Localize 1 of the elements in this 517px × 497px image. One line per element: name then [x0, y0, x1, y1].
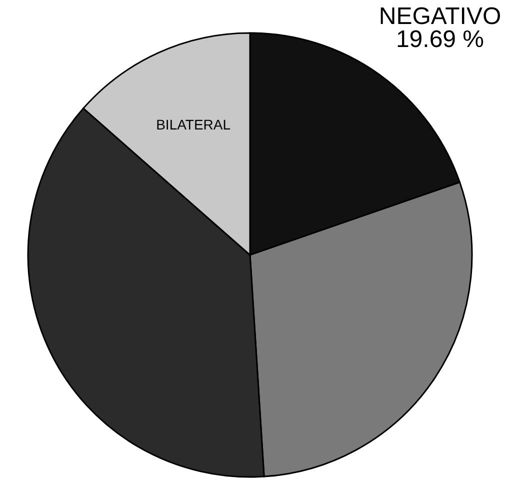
slice-label: BILATERAL — [156, 116, 231, 133]
